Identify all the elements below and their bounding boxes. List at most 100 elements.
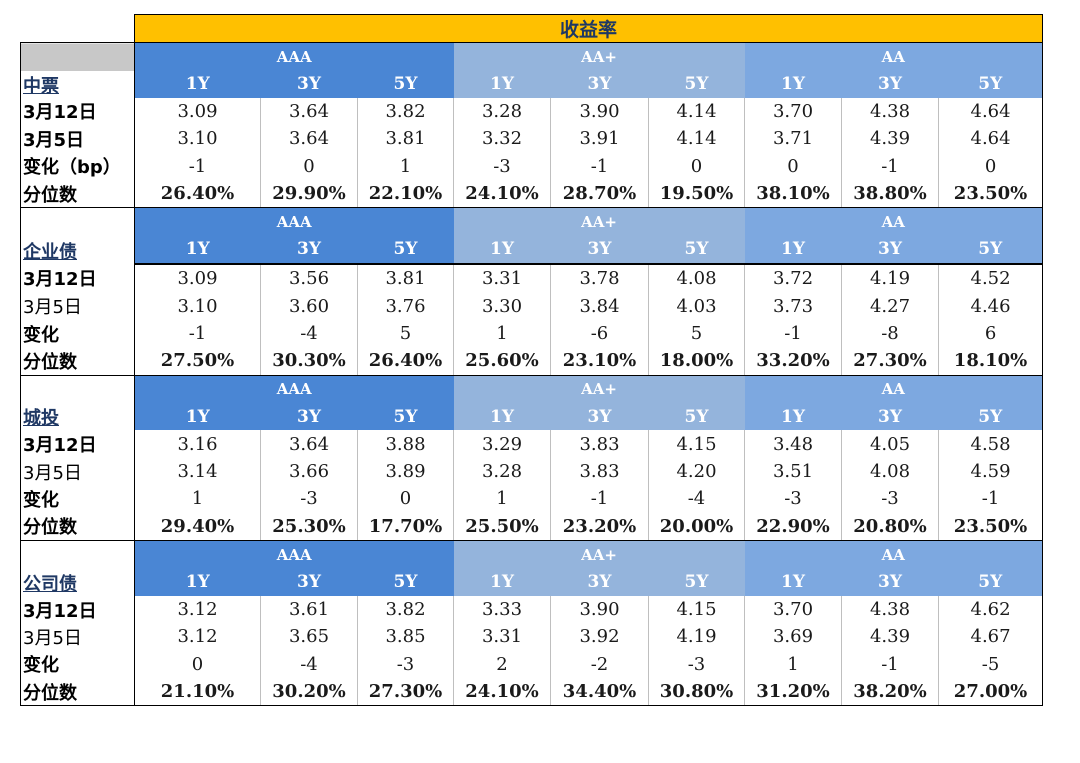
table-cell: -1 <box>938 485 1044 513</box>
table-cell: 3.83 <box>550 457 649 486</box>
table-cell: 3.64 <box>260 97 358 126</box>
table-cell: -4 <box>648 485 745 513</box>
table-cell: 3.70 <box>744 595 842 624</box>
table-cell: 4.08 <box>841 457 939 486</box>
tenor-header-row: 1Y 3Y 5Y 1Y 3Y 5Y 1Y 3Y 5Y <box>21 70 1044 98</box>
table-cell: 21.10% <box>134 677 261 707</box>
table-cell: 5 <box>357 319 454 348</box>
table-cell: 26.40% <box>357 347 454 376</box>
grade-header: AA+ <box>453 374 745 404</box>
table-row: 3月12日 3.09 3.56 3.81 3.31 3.78 4.08 3.72 4.19 4.5… <box>20 264 1044 293</box>
table-cell: 4.59 <box>938 457 1044 486</box>
tenor-header: 5Y <box>938 568 1044 596</box>
table-cell: -1 <box>841 152 939 180</box>
section-label: 企业债 <box>20 207 135 265</box>
table-cell: 0 <box>134 650 261 678</box>
tenor-header: 1Y <box>134 235 261 266</box>
table-cell: 19.50% <box>648 179 745 209</box>
table-cell: 4.46 <box>938 292 1044 320</box>
table-cell: 3.65 <box>260 623 358 651</box>
table-cell: 25.30% <box>260 512 358 542</box>
row-label: 变化 <box>20 485 135 513</box>
table-cell: 4.15 <box>648 595 745 624</box>
table-row: 3月12日 3.09 3.64 3.82 3.28 3.90 4.14 3.70 4.38 4.6… <box>20 97 1044 126</box>
tenor-header: 5Y <box>938 235 1044 266</box>
table-cell: 4.08 <box>648 264 745 293</box>
tenor-header: 3Y <box>550 568 649 596</box>
tenor-header: 1Y <box>453 235 551 266</box>
row-label: 3月5日 <box>20 292 135 320</box>
tenor-header-row: 1Y 3Y 5Y 1Y 3Y 5Y 1Y 3Y 5Y <box>21 235 1044 266</box>
tenor-header: 5Y <box>648 568 745 596</box>
table-cell: 3.72 <box>744 264 842 293</box>
table-cell: 1 <box>134 485 261 513</box>
table-cell: 23.10% <box>550 347 649 376</box>
table-cell: -1 <box>550 485 649 513</box>
table-cell: 3.31 <box>453 264 551 293</box>
grade-header-row: 中票 AAA AA+ AA <box>20 41 1044 98</box>
section-label: 公司债 <box>20 540 135 596</box>
table-row: 3月5日 3.10 3.60 3.76 3.30 3.84 4.03 3.73 4.27 4.46 <box>20 292 1044 320</box>
tenor-header: 3Y <box>550 403 649 431</box>
table-row: 3月5日 3.12 3.65 3.85 3.31 3.92 4.19 3.69 4.39 4.67 <box>20 623 1044 651</box>
table-cell: 34.40% <box>550 677 649 707</box>
table-cell: 4.38 <box>841 97 939 126</box>
tenor-header-row: 1Y 3Y 5Y 1Y 3Y 5Y 1Y 3Y 5Y <box>21 568 1044 596</box>
table-cell: -1 <box>550 152 649 180</box>
grade-header: AAA <box>134 207 454 236</box>
row-label: 3月5日 <box>20 457 135 486</box>
table-cell: 3.66 <box>260 457 358 486</box>
tenor-header: 1Y <box>744 70 842 98</box>
table-cell: 0 <box>648 152 745 180</box>
yield-table: 收益率 中票 AAA AA+ AA 1Y 3Y 5Y 1Y 3Y 5Y 1Y 3Y 5Y 3月12日 3.09… <box>20 14 1044 707</box>
grade-header: AA <box>744 374 1044 404</box>
table-cell: 1 <box>453 485 551 513</box>
table-cell: 4.39 <box>841 125 939 153</box>
table-cell: 27.30% <box>841 347 939 376</box>
row-label: 变化 <box>20 319 135 348</box>
table-cell: -3 <box>260 485 358 513</box>
table-cell: 18.00% <box>648 347 745 376</box>
table-cell: -6 <box>550 319 649 348</box>
table-cell: -5 <box>938 650 1044 678</box>
tenor-header: 5Y <box>357 235 454 266</box>
table-cell: -3 <box>648 650 745 678</box>
table-row: 3月12日 3.12 3.61 3.82 3.33 3.90 4.15 3.70 4.38 4.6… <box>20 595 1044 624</box>
table-cell: 3.84 <box>550 292 649 320</box>
table-cell: -4 <box>260 650 358 678</box>
table-row: 3月5日 3.10 3.64 3.81 3.32 3.91 4.14 3.71 4.39 4.64 <box>20 125 1044 153</box>
table-cell: 20.80% <box>841 512 939 542</box>
grade-header-row: 公司债 AAA AA+ AA <box>20 540 1044 596</box>
row-label: 3月5日 <box>20 125 135 153</box>
corner-cell <box>21 15 135 43</box>
table-cell: 29.90% <box>260 179 358 209</box>
tenor-header: 5Y <box>357 403 454 431</box>
table-cell: 3.32 <box>453 125 551 153</box>
row-label: 3月12日 <box>20 97 135 126</box>
table-cell: 27.00% <box>938 677 1044 707</box>
table-cell: 4.62 <box>938 595 1044 624</box>
tenor-header: 3Y <box>550 70 649 98</box>
table-cell: -1 <box>841 650 939 678</box>
row-label: 3月12日 <box>20 264 135 293</box>
table-cell: 31.20% <box>744 677 842 707</box>
table-cell: 3.90 <box>550 97 649 126</box>
tenor-header: 5Y <box>938 403 1044 431</box>
row-label: 分位数 <box>20 179 135 209</box>
table-cell: 0 <box>357 485 454 513</box>
grade-header: AA+ <box>453 540 745 569</box>
table-cell: 3.83 <box>550 430 649 458</box>
grade-header: AA+ <box>453 207 745 236</box>
table-cell: 3.51 <box>744 457 842 486</box>
table-cell: 4.14 <box>648 97 745 126</box>
table-row: 分位数 27.50% 30.30% 26.40% 25.60% 23.10% 18.00% 3… <box>20 347 1044 376</box>
table-cell: 3.81 <box>357 264 454 293</box>
grade-header: AAA <box>134 540 454 569</box>
table-cell: 33.20% <box>744 347 842 376</box>
table-cell: 30.80% <box>648 677 745 707</box>
row-label: 变化（bp） <box>20 152 135 180</box>
table-cell: 3.64 <box>260 430 358 458</box>
table-cell: 3.82 <box>357 97 454 126</box>
table-cell: -3 <box>744 485 842 513</box>
table-cell: 24.10% <box>453 677 551 707</box>
